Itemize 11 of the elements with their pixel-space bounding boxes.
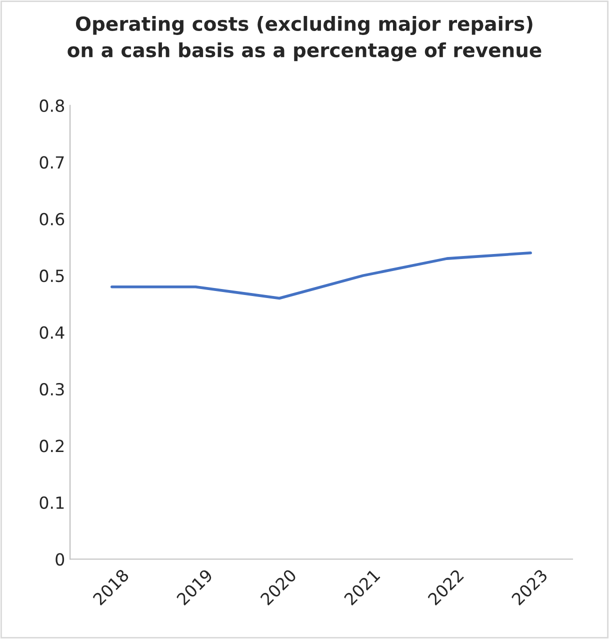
y-tick-label: 0.8 xyxy=(40,99,64,112)
y-tick-label: 0.3 xyxy=(40,382,64,396)
y-tick-label: 0.6 xyxy=(40,212,64,226)
y-tick-label: 0.2 xyxy=(40,440,64,452)
y-tick-label: 0.5 xyxy=(40,270,64,282)
y-tick-label: 0.7 xyxy=(40,156,64,169)
line-series xyxy=(110,251,532,300)
y-tick-label: 0.1 xyxy=(40,496,64,509)
chart-title: Operating costs (excluding major repairs) on a cash basis as a percentage of revenue xyxy=(68,16,542,62)
y-tick-label: 0.4 xyxy=(40,326,64,339)
y-tick-label: 0 xyxy=(56,553,64,566)
